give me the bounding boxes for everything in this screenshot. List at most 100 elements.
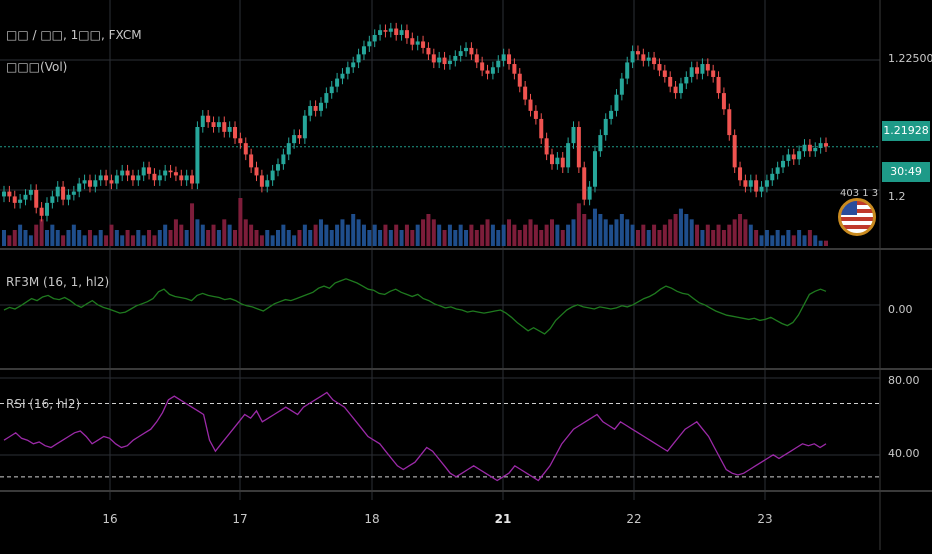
volume-bar (329, 230, 334, 246)
candle-body (759, 186, 764, 192)
candle-body (464, 47, 469, 52)
volume-bar (480, 224, 485, 246)
candle-body (216, 122, 221, 127)
volume-bar (340, 219, 345, 246)
volume-bar (824, 240, 828, 246)
countdown-badge: 30:49 (882, 162, 930, 182)
candle-body (630, 51, 635, 63)
volume-bar (18, 224, 23, 246)
volume-bar (797, 230, 802, 246)
volume-bar (152, 235, 157, 246)
volume-bar (394, 224, 399, 246)
volume-bar (82, 235, 87, 246)
volume-bar (388, 230, 393, 246)
price-axis-label-1: 1.22500 (888, 52, 932, 65)
rsi-label: RSI (16, hl2) (6, 397, 81, 411)
candle-body (141, 167, 146, 176)
candle-body (399, 30, 404, 35)
volume-bar (66, 230, 71, 246)
volume-bar (716, 224, 721, 246)
candle-body (404, 30, 409, 39)
candle-body (770, 173, 775, 181)
candle-body (66, 194, 71, 200)
last-price-badge: 1.21928 (882, 121, 930, 141)
volume-bar (738, 214, 743, 246)
volume-bar (367, 230, 372, 246)
volume-bar (571, 219, 576, 246)
candle-body (818, 143, 823, 148)
volume-bar (619, 214, 624, 246)
candle-body (281, 154, 286, 165)
time-label-16: 16 (102, 512, 118, 526)
candle-body (39, 207, 44, 216)
volume-bar (426, 214, 431, 246)
volume-bar (39, 219, 44, 246)
volume-bar (813, 235, 818, 246)
volume-bar (550, 219, 554, 246)
candle-body (270, 170, 275, 181)
volume-bar (302, 224, 307, 246)
volume-bar (190, 203, 195, 246)
time-label-18: 18 (364, 512, 380, 526)
candle-body (82, 180, 87, 184)
candle-body (824, 143, 828, 147)
candle-body (517, 73, 522, 87)
candle-body (550, 154, 554, 165)
candle-body (705, 64, 710, 71)
volume-bar (598, 214, 603, 246)
volume-bar (732, 219, 737, 246)
volume-bar (539, 230, 544, 246)
candle-body (727, 109, 732, 136)
candle-body (410, 38, 415, 45)
volume-bar (361, 224, 366, 246)
volume-bar (523, 224, 528, 246)
volume-bar (662, 224, 667, 246)
volume-bar (404, 224, 409, 246)
candle-body (340, 73, 345, 79)
candle-body (474, 54, 479, 63)
volume-bar (157, 230, 162, 246)
volume-bar (254, 230, 259, 246)
flag-emblem-icon[interactable] (838, 198, 876, 236)
candle-body (265, 180, 270, 187)
volume-bar (764, 230, 769, 246)
candle-body (673, 86, 678, 94)
candle-body (28, 189, 33, 195)
rsi-line (3, 391, 827, 482)
candle-body (415, 41, 420, 45)
volume-bar (431, 219, 436, 246)
volume-bar (179, 224, 184, 246)
candle-body (421, 41, 426, 48)
volume-bar (276, 230, 280, 246)
volume-bar (469, 224, 474, 246)
candle-body (533, 110, 538, 119)
volume-bar (313, 224, 318, 246)
candle-body (587, 186, 592, 200)
volume-bar (351, 214, 356, 246)
volume-bar (625, 219, 630, 246)
volume-bar (71, 224, 76, 246)
candle-body (657, 64, 662, 71)
candle-body (222, 122, 227, 132)
time-label-23: 23 (757, 512, 773, 526)
volume-bar (678, 208, 683, 246)
candle-body (813, 147, 818, 152)
volume-bar (743, 219, 748, 246)
candle-body (136, 175, 141, 181)
candle-body (292, 135, 297, 144)
volume-bar (163, 224, 168, 246)
candle-body (109, 180, 114, 184)
candle-body (130, 175, 135, 181)
volume-bar (576, 203, 581, 246)
candle-body (555, 157, 560, 165)
candle-body (732, 135, 737, 168)
candle-body (372, 34, 377, 42)
candle-body (318, 102, 323, 111)
volume-bar (684, 214, 689, 246)
candle-body (603, 118, 608, 136)
volume-bar (120, 235, 125, 246)
candle-body (748, 180, 753, 187)
candle-body (592, 151, 597, 187)
candle-body (378, 30, 383, 35)
